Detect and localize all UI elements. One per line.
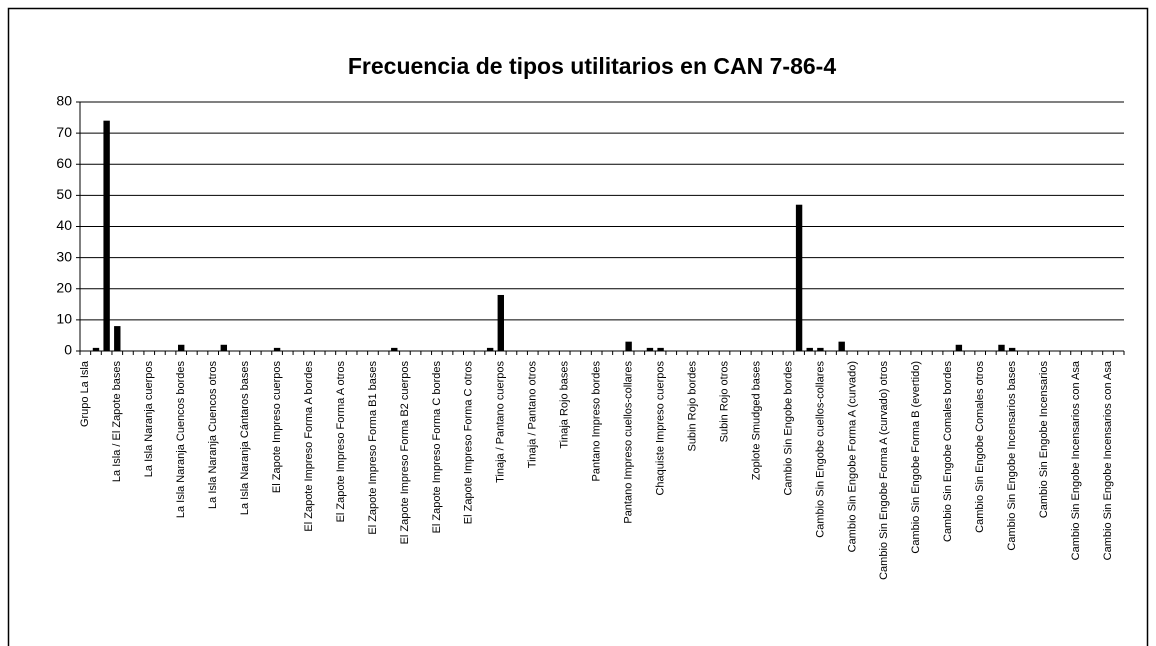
bar <box>92 347 100 351</box>
bar <box>646 347 654 351</box>
x-tick-label: Tinaja / Pantano otros <box>527 361 539 469</box>
y-tick-label: 60 <box>56 155 72 171</box>
y-tick-label: 40 <box>56 217 72 233</box>
x-tick-label: La Isla Naranja Cuencos otros <box>207 361 219 509</box>
y-tick-label: 80 <box>56 93 72 109</box>
chart-title: Frecuencia de tipos utilitarios en CAN 7… <box>348 53 836 79</box>
x-tick-label: El Zapote Impreso Forma A bordes <box>303 361 315 532</box>
y-tick-label: 30 <box>56 248 72 264</box>
y-tick-label: 0 <box>64 342 72 358</box>
bar <box>625 341 632 351</box>
x-tick-label: Zoplote Smudged bases <box>750 361 762 481</box>
x-tick-label: Cambio Sin Engobe Incensarios con Asa <box>1070 360 1082 560</box>
x-tick-label: Cambio Sin Engobe Incensarios bases <box>1006 361 1018 551</box>
bar <box>486 347 494 351</box>
x-tick-label: Cambio Sin Engobe Forma B (evertido) <box>910 361 922 554</box>
x-tick-label: La Isla / El Zapote bases <box>111 361 123 483</box>
bar <box>657 347 664 351</box>
bar <box>178 344 185 351</box>
bar <box>1008 347 1016 351</box>
bar <box>806 347 813 351</box>
y-tick-label: 70 <box>56 124 72 140</box>
x-tick-label: La Isla Naranja Cántaros bases <box>239 361 251 516</box>
bar <box>273 347 281 351</box>
bar <box>817 347 824 351</box>
bar <box>220 344 228 351</box>
x-tick-label: Subin Rojo otros <box>718 361 730 443</box>
x-tick-label: Chaquiste Impreso cuerpos <box>654 361 666 496</box>
bar <box>103 120 110 351</box>
x-tick-label: Tinaja Rojo bases <box>559 361 571 449</box>
bar <box>838 341 845 351</box>
y-tick-label: 20 <box>56 279 72 295</box>
x-tick-label: Subin Rojo bordes <box>686 361 698 452</box>
x-tick-label: Cambio Sin Engobe cuellos-collares <box>814 361 826 538</box>
bar <box>955 344 963 351</box>
bar <box>114 326 121 351</box>
x-tick-label: Pantano Impreso bordes <box>591 361 603 482</box>
x-tick-label: Cambio Sin Engobe Incensarios con Asa <box>1102 360 1114 560</box>
x-tick-label: Cambio Sin Engobe Comales bordes <box>942 361 954 542</box>
chart-frame <box>7 7 1149 646</box>
bar <box>998 344 1005 351</box>
bar <box>391 347 398 351</box>
x-tick-label: La Isla Naranja cuerpos <box>143 361 155 478</box>
x-tick-label: El Zapote Impreso Forma B2 cuerpos <box>399 361 411 545</box>
x-tick-label: El Zapote Impreso cuerpos <box>271 361 283 494</box>
x-tick-label: El Zapote Impreso Forma A otros <box>335 361 347 523</box>
x-tick-label: Pantano Impreso cuellos-collares <box>623 361 635 524</box>
x-tick-label: Cambio Sin Engobe Forma A (curvado) <box>846 361 858 552</box>
y-tick-label: 50 <box>56 186 72 202</box>
x-tick-label: Cambio Sin Engobe Forma A (curvado) otro… <box>878 361 890 580</box>
x-tick-label: Cambio Sin Engobe bordes <box>782 361 794 496</box>
bar <box>795 204 803 351</box>
x-tick-label: Cambio Sin Engobe Incensarios <box>1038 361 1050 519</box>
x-tick-label: El Zapote Impreso Forma C bordes <box>431 361 443 534</box>
bar <box>497 294 504 351</box>
x-tick-label: El Zapote Impreso Forma B1 bases <box>367 361 379 535</box>
x-tick-label: Cambio Sin Engobe Comales otros <box>974 361 986 533</box>
y-tick-label: 10 <box>56 311 72 327</box>
x-tick-label: Grupo La Isla <box>79 360 91 427</box>
x-tick-label: Tinaja / Pantano cuerpos <box>495 361 507 483</box>
x-tick-label: La Isla Naranja Cuencos bordes <box>175 361 187 519</box>
x-tick-label: El Zapote Impreso Forma C otros <box>463 361 475 525</box>
